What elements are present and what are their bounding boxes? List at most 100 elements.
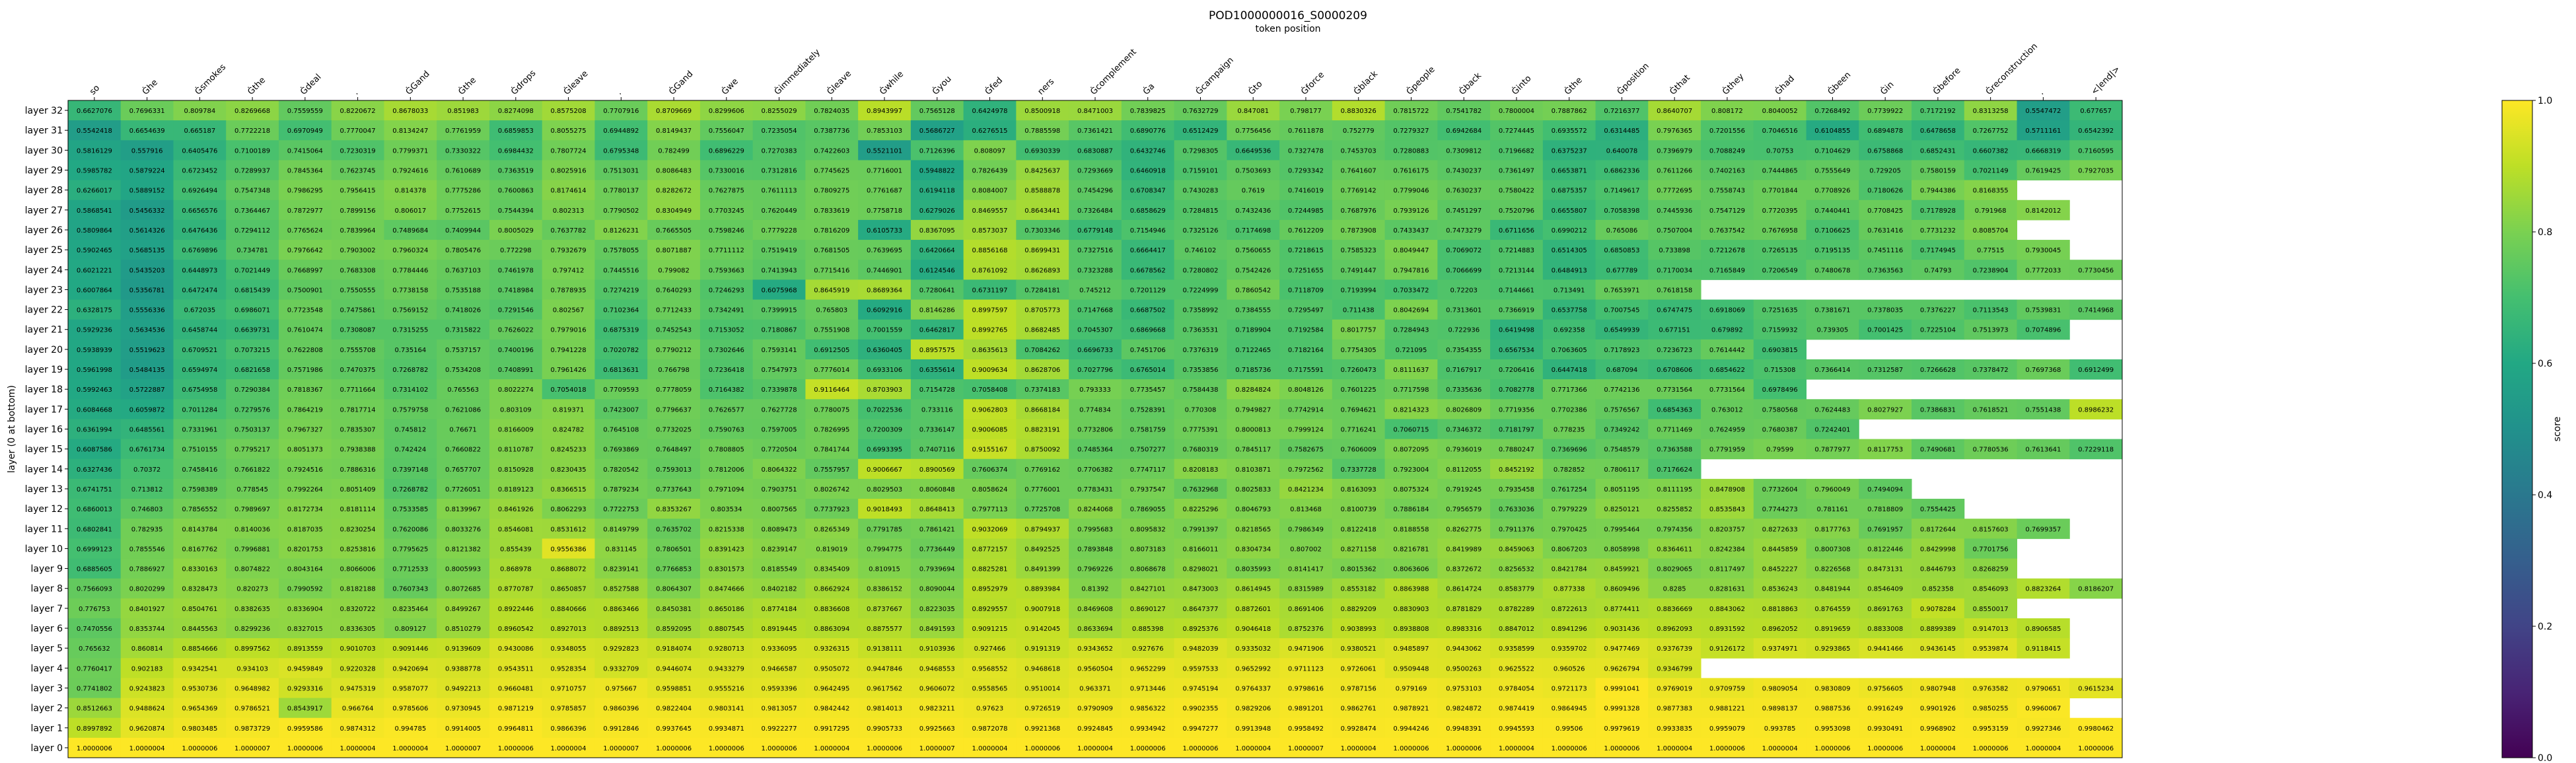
heatmap-cell [173, 240, 227, 260]
cell-value-label: 0.7461978 [498, 267, 534, 274]
heatmap-cell [1121, 439, 1175, 460]
heatmap-cell [1437, 140, 1491, 161]
cell-value-label: 0.7074896 [2025, 327, 2061, 334]
cell-value-label: 0.8643441 [1024, 207, 1060, 215]
cell-value-label: 0.8527588 [603, 586, 639, 593]
heatmap-cell [384, 678, 437, 699]
cell-value-label: 0.8315989 [1288, 586, 1324, 593]
cell-value-label: 0.7513031 [603, 168, 639, 175]
cell-value-label: 1.0000006 [1973, 745, 2009, 752]
cell-value-label: 0.7178923 [1604, 347, 1639, 354]
cell-value-label: 0.8761092 [972, 267, 1007, 274]
heatmap-cell [594, 279, 648, 301]
cell-value-label: 0.5634536 [129, 327, 165, 334]
cell-value-label: 0.9488624 [129, 706, 165, 713]
heatmap-cell [173, 100, 227, 121]
cell-value-label: 0.746102 [1185, 247, 1217, 254]
heatmap-cell [594, 717, 648, 739]
cell-value-label: 0.7174945 [1920, 247, 1956, 254]
cell-value-label: 0.9358599 [1499, 645, 1534, 653]
y-tick-label: layer 31 [25, 126, 63, 136]
cell-value-label: 0.7397148 [392, 466, 428, 474]
cell-value-label: 0.7418984 [498, 287, 534, 294]
heatmap-cell [1490, 638, 1544, 659]
cell-value-label: 0.692358 [1554, 327, 1585, 334]
heatmap-cell [1542, 279, 1596, 301]
cell-value-label: 0.8900569 [919, 466, 955, 474]
cell-value-label: 0.7510155 [182, 447, 217, 454]
heatmap-cell [1174, 339, 1227, 360]
heatmap-cell [1490, 458, 1544, 480]
heatmap-cell [173, 658, 227, 678]
heatmap-cell [752, 578, 806, 599]
heatmap-cell [542, 618, 595, 639]
heatmap-cell [594, 100, 648, 121]
heatmap-cell [963, 598, 1017, 619]
cell-value-label: 0.8833008 [1867, 626, 1903, 633]
cell-value-label: 0.7381671 [1814, 307, 1850, 314]
cell-value-label: 0.8226568 [1814, 566, 1850, 573]
heatmap-cell [173, 638, 227, 659]
y-tick-label: layer 0 [31, 743, 63, 754]
heatmap-cell [1806, 299, 1859, 320]
heatmap-cell [384, 698, 437, 719]
cell-value-label: 0.7386831 [1920, 406, 1956, 414]
cell-value-label: 0.7458416 [182, 466, 217, 474]
cell-value-label: 0.7106625 [1814, 227, 1850, 235]
cell-value-label: 1.0000006 [1130, 745, 1166, 752]
heatmap-cell [1912, 100, 1965, 121]
cell-value-label: 1.0000006 [867, 745, 902, 752]
cell-value-label: 0.8141417 [1288, 566, 1324, 573]
heatmap-cell [226, 439, 279, 460]
heatmap-cell [331, 200, 384, 221]
heatmap-cell [226, 598, 279, 619]
cell-value-label: 0.7795625 [392, 546, 428, 553]
heatmap-cell [1595, 100, 1649, 121]
heatmap-cell [699, 219, 754, 240]
heatmap-cell [331, 598, 384, 619]
cell-value-label: 0.9046418 [1235, 626, 1271, 633]
cell-value-label: 0.8140036 [234, 526, 270, 533]
cell-value-label: 0.7265135 [1762, 247, 1798, 254]
cell-value-label: 0.8055275 [551, 127, 587, 135]
heatmap-cell [752, 558, 806, 579]
cell-value-label: 0.9118415 [2025, 645, 2061, 653]
heatmap-cell [1332, 120, 1386, 141]
cell-value-label: 0.7970425 [1552, 526, 1587, 533]
cell-value-label: 0.820273 [236, 586, 268, 593]
cell-value-label: 0.8491399 [1024, 566, 1060, 573]
cell-value-label: 0.6549939 [1604, 327, 1639, 334]
heatmap-cell [1859, 399, 1912, 419]
cell-value-label: 0.9721173 [1552, 685, 1587, 692]
heatmap-cell [699, 578, 754, 599]
cell-value-label: 0.9769019 [1657, 685, 1692, 692]
heatmap-cell [1595, 219, 1649, 240]
cell-value-label: 0.6194118 [919, 188, 955, 195]
cell-value-label: 0.7598246 [709, 227, 744, 235]
heatmap-cell [1121, 339, 1175, 360]
heatmap-cell [858, 678, 912, 699]
cell-value-label: 0.7640293 [656, 287, 692, 294]
cell-value-label: 0.5889152 [129, 188, 165, 195]
heatmap-cell [489, 717, 543, 739]
cell-value-label: 0.6476436 [182, 227, 217, 235]
heatmap-cell [226, 618, 279, 639]
heatmap-cell [1490, 578, 1544, 599]
heatmap-cell [1964, 737, 2018, 758]
heatmap-cell [542, 160, 595, 181]
cell-value-label: 0.9813057 [762, 706, 797, 713]
heatmap-cell [858, 359, 912, 380]
heatmap-cell [963, 678, 1017, 699]
cell-value-label: 0.7354355 [1446, 347, 1482, 354]
heatmap-cell [752, 478, 806, 499]
heatmap-cell [1595, 180, 1649, 201]
heatmap-cell [858, 219, 912, 240]
cell-value-label: 0.8647377 [1182, 606, 1218, 613]
heatmap-cell [1912, 219, 1965, 240]
cell-value-label: 0.7407116 [919, 447, 955, 454]
cell-value-label: 0.8242384 [1709, 546, 1745, 553]
x-tick-label: Ġbeen [1825, 69, 1853, 97]
heatmap-cell [1227, 419, 1280, 440]
y-tick-label: layer 12 [25, 504, 63, 515]
heatmap-cell [542, 359, 595, 380]
